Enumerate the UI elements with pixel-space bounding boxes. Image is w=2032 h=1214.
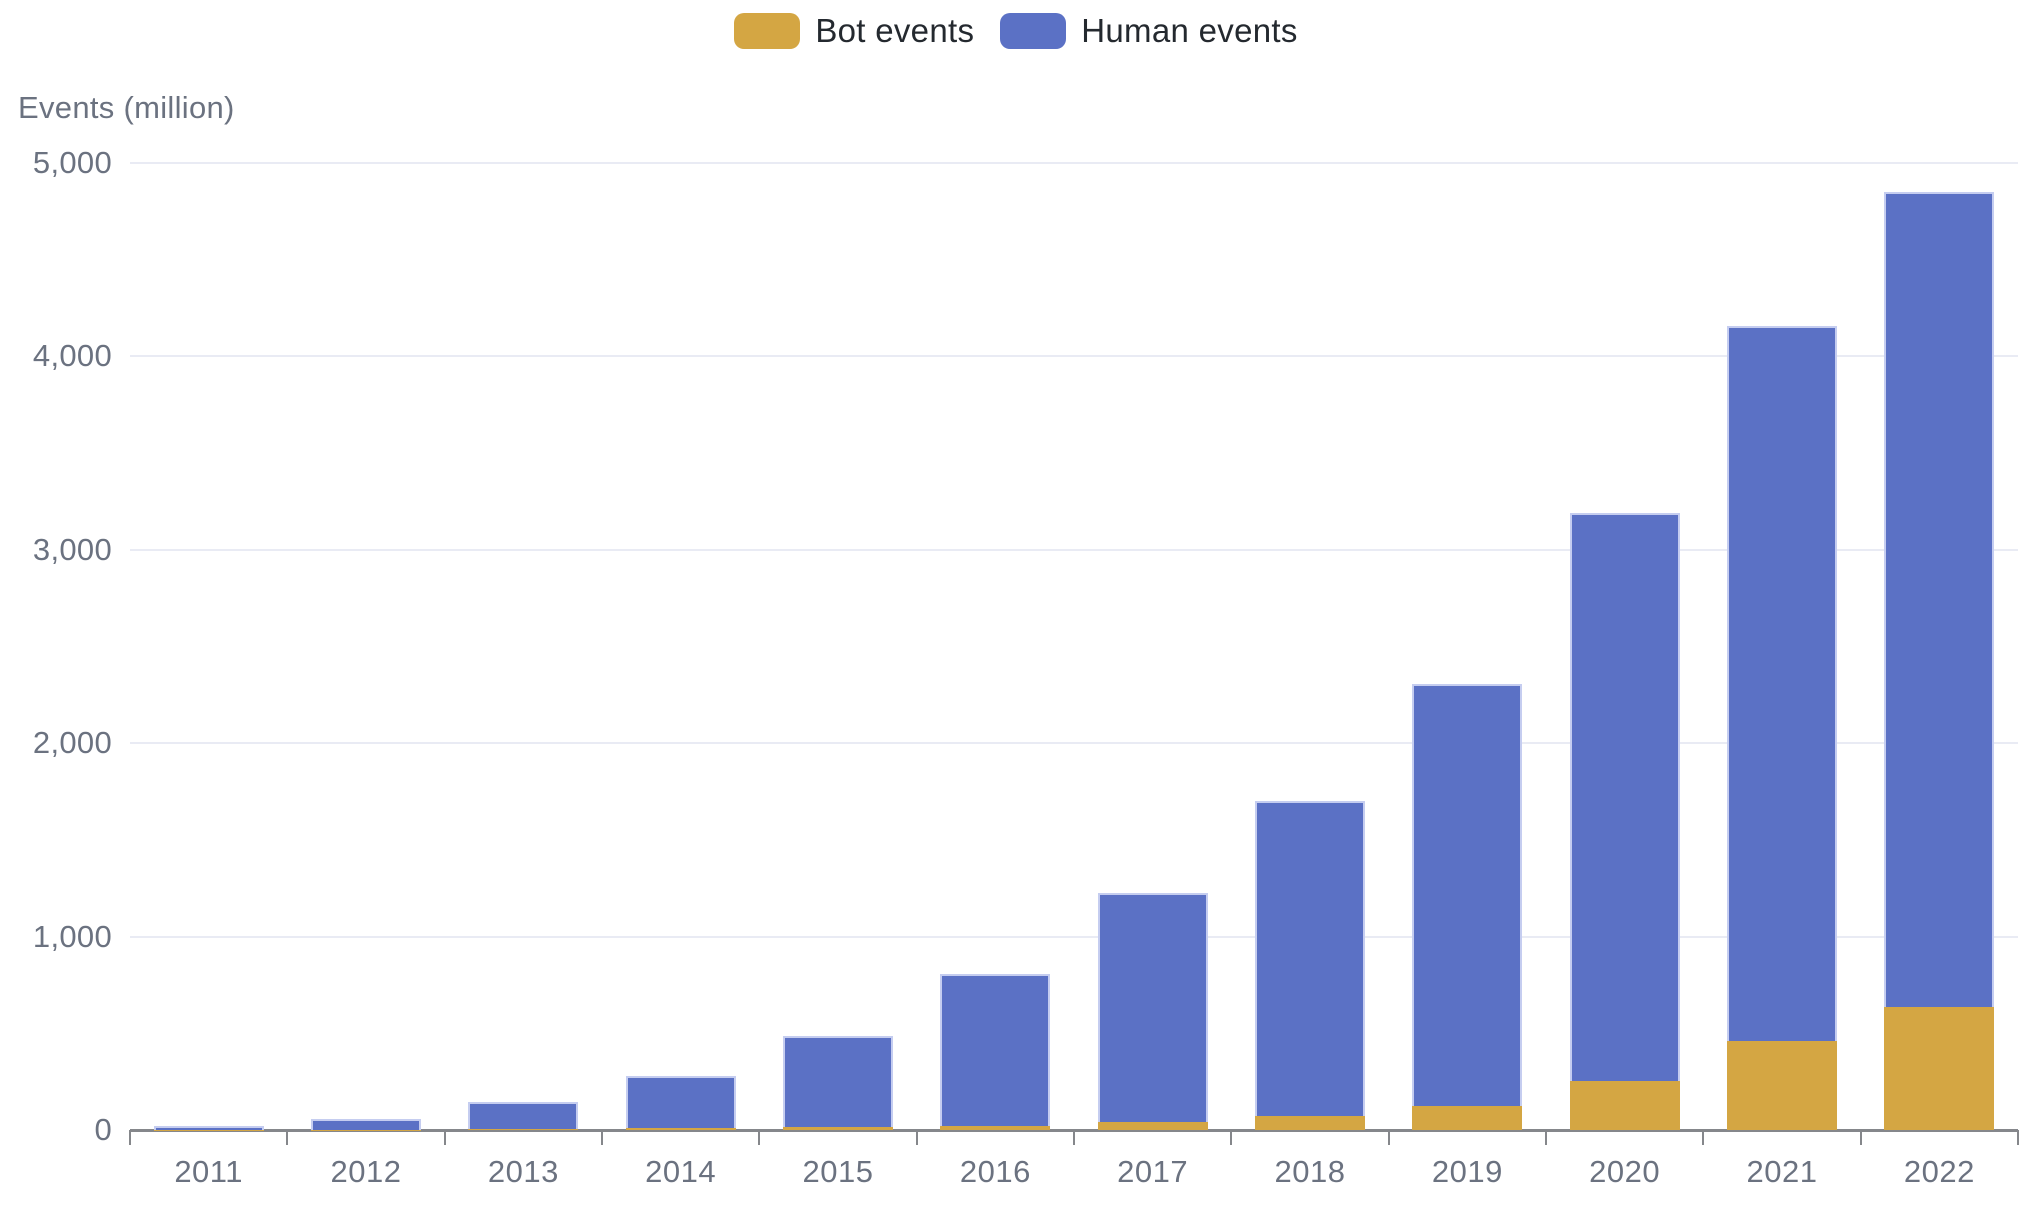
bar-segment-human-2012: [311, 1119, 421, 1130]
x-axis-tick: [443, 1130, 446, 1145]
gridline: [130, 548, 2018, 551]
x-axis-label: 2012: [330, 1154, 402, 1189]
bar-segment-human-2019: [1412, 684, 1523, 1107]
legend-label-human-events: Human events: [1081, 12, 1298, 49]
bar-2018: [1255, 801, 1365, 1130]
x-axis-tick: [1702, 1130, 1705, 1145]
y-axis-tick-label: 1,000: [32, 918, 112, 954]
x-axis-tick: [915, 1130, 918, 1145]
bar-segment-human-2018: [1255, 801, 1365, 1117]
bar-segment-human-2020: [1569, 513, 1680, 1081]
bar-segment-bot-2019: [1412, 1106, 1523, 1130]
bar-segment-bot-2020: [1569, 1080, 1680, 1130]
bar-segment-human-2022: [1884, 192, 1995, 1007]
x-axis-tick: [129, 1130, 131, 1145]
bar-2014: [625, 1076, 736, 1130]
y-axis-tick-label: 5,000: [32, 145, 112, 180]
gridline: [130, 742, 2018, 745]
bar-2017: [1097, 892, 1208, 1130]
bar-segment-bot-2017: [1097, 1122, 1208, 1130]
bar-2013: [468, 1102, 579, 1130]
x-axis-tick: [1230, 1130, 1233, 1145]
y-axis-tick-label: 3,000: [32, 531, 112, 567]
legend-swatch-bot-icon: [734, 13, 801, 49]
x-axis-tick: [2017, 1130, 2019, 1145]
x-axis-tick: [1073, 1130, 1075, 1145]
bar-2020: [1569, 513, 1680, 1130]
bar-2015: [783, 1036, 893, 1130]
bar-2021: [1727, 326, 1837, 1130]
legend-item-human-events[interactable]: Human events: [1000, 12, 1297, 50]
bar-segment-human-2017: [1097, 892, 1208, 1123]
y-axis-tick-label: 2,000: [32, 725, 112, 761]
bar-segment-bot-2015: [783, 1127, 893, 1130]
bar-segment-bot-2018: [1255, 1116, 1365, 1130]
x-axis-label: 2022: [1903, 1154, 1975, 1189]
y-axis-tick-label: 4,000: [32, 338, 112, 374]
x-axis-label: 2015: [802, 1154, 874, 1189]
gridline: [130, 162, 2018, 165]
x-axis-label: 2021: [1746, 1154, 1818, 1189]
bar-2012: [311, 1119, 421, 1130]
bar-2022: [1884, 192, 1995, 1130]
bar-segment-human-2014: [625, 1076, 736, 1129]
bar-2016: [940, 973, 1051, 1130]
bar-segment-human-2013: [468, 1102, 579, 1130]
x-axis-label: 2016: [959, 1154, 1031, 1189]
x-axis-tick: [758, 1130, 761, 1145]
bar-segment-human-2016: [940, 973, 1051, 1126]
legend-item-bot-events[interactable]: Bot events: [734, 12, 974, 50]
bar-segment-bot-2021: [1727, 1041, 1837, 1130]
x-axis-label: 2013: [487, 1154, 559, 1189]
gridline: [130, 935, 2018, 938]
chart-legend: Bot events Human events: [0, 12, 2032, 50]
bar-segment-bot-2013: [468, 1129, 579, 1130]
x-axis-label: 2020: [1589, 1154, 1661, 1189]
y-axis-title: Events (million): [18, 90, 235, 125]
x-axis-tick: [286, 1130, 289, 1145]
bar-segment-human-2011: [153, 1126, 264, 1130]
bar-segment-human-2021: [1727, 326, 1837, 1042]
bar-segment-human-2015: [783, 1036, 893, 1128]
bar-2011: [153, 1126, 264, 1130]
bar-segment-bot-2022: [1884, 1006, 1995, 1130]
bar-2019: [1412, 684, 1523, 1130]
x-axis-tick: [601, 1130, 603, 1145]
legend-label-bot-events: Bot events: [815, 12, 975, 49]
x-axis-label: 2019: [1431, 1154, 1503, 1189]
y-axis-tick-label: 0: [94, 1112, 112, 1147]
gridline: [130, 355, 2018, 358]
x-axis-tick: [1545, 1130, 1547, 1145]
x-axis-tick: [1387, 1130, 1390, 1145]
bar-segment-bot-2014: [625, 1128, 736, 1130]
x-axis-tick: [1859, 1130, 1862, 1145]
bar-segment-bot-2016: [940, 1125, 1051, 1130]
x-axis-label: 2018: [1274, 1154, 1346, 1189]
legend-swatch-human-icon: [1000, 13, 1067, 49]
plot-area: 2011 2012 2013 2014 2015 2016 2017 2018 2019 2020…: [129, 162, 2019, 1189]
x-axis-label: 2017: [1117, 1154, 1189, 1189]
x-axis-label: 2014: [645, 1154, 717, 1189]
x-axis-label: 2011: [174, 1154, 243, 1189]
